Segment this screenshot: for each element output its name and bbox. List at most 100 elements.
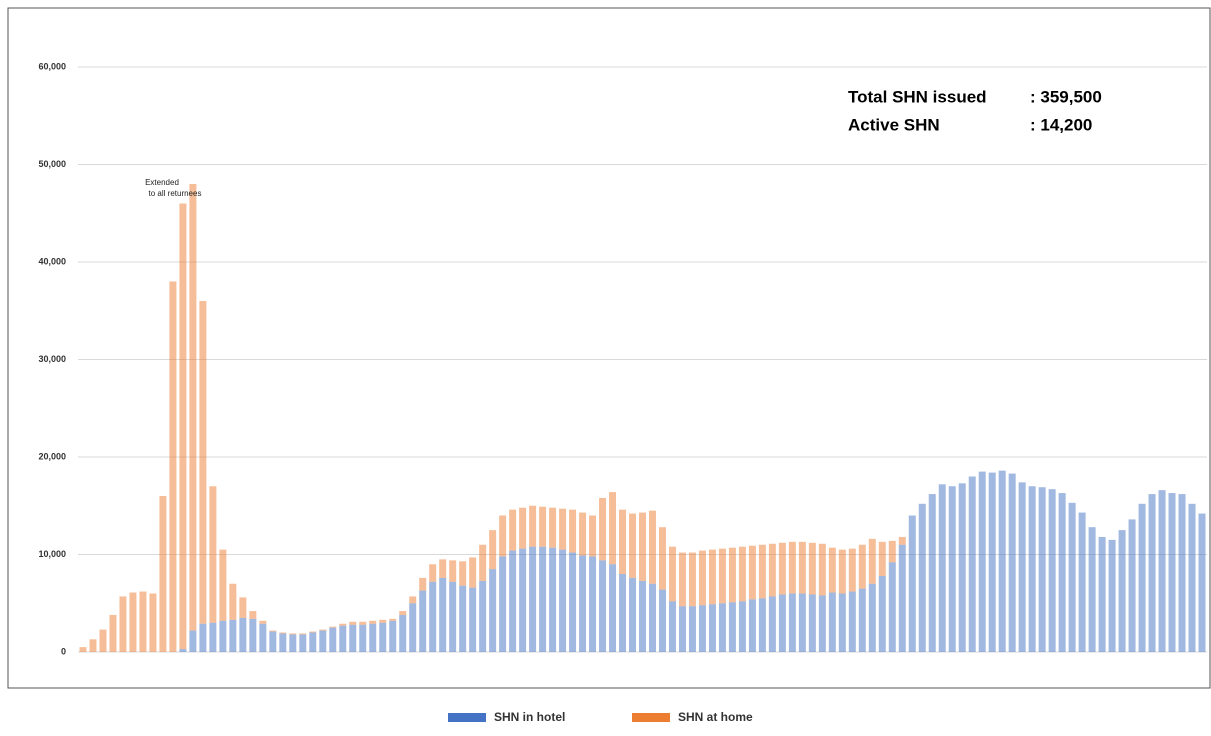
bar [609,492,617,565]
bar [549,507,557,548]
bar [559,508,567,550]
bar [289,633,297,635]
bar [249,618,257,652]
bar [658,527,666,590]
y-tick-label: 30,000 [38,354,66,364]
bar [718,603,726,652]
legend-swatch [632,713,670,722]
bar [469,587,477,652]
bar [369,620,377,624]
bar [1028,486,1036,652]
bar [299,633,307,635]
bar [529,546,537,652]
bar [479,544,487,581]
bar [648,510,656,584]
bar [99,629,107,652]
bar [349,621,357,625]
bar [1128,519,1136,652]
bar [1038,487,1046,652]
bar [139,591,147,652]
bar [629,513,637,578]
bar [808,594,816,652]
bar [678,606,686,652]
bar [1118,530,1126,652]
bar [199,623,207,652]
bar [908,515,916,652]
bar [988,472,996,652]
bar [798,593,806,652]
bar [1188,503,1196,652]
bar [199,301,207,624]
bar [389,620,397,652]
bar [818,595,826,652]
bar [828,547,836,593]
bar [499,556,507,652]
bar [1168,493,1176,652]
bar [509,550,517,652]
bar [609,564,617,652]
bar [249,611,257,619]
bar [129,592,137,652]
bar [439,577,447,652]
bar [748,545,756,600]
bar [239,617,247,652]
bar [758,598,766,652]
bar [838,593,846,652]
legend-label: SHN at home [678,710,753,724]
bar [479,580,487,652]
bar [878,575,886,652]
bar [928,494,936,652]
bar [639,580,646,652]
y-tick-label: 20,000 [38,451,66,461]
bar [868,583,876,652]
bar [459,585,467,652]
bar [269,630,277,632]
annotation: Extended [145,178,179,187]
bar [159,496,167,652]
y-tick-label: 50,000 [38,159,66,169]
bar [89,639,97,652]
chart-frame [7,7,1211,689]
bar [299,634,307,652]
bar [229,583,237,620]
bar [449,560,457,582]
bar [668,601,676,652]
bar [449,581,457,652]
y-tick-label: 40,000 [38,256,66,266]
bar [409,603,417,652]
bar [868,538,876,584]
bar [1158,490,1166,652]
bar [1138,503,1146,652]
bar [748,599,756,652]
bar [788,593,796,652]
bar [858,588,866,652]
bar [519,507,527,549]
bar [579,512,587,556]
bar [569,509,577,553]
bar [379,622,387,652]
bar [329,627,337,652]
bar [619,574,627,652]
bar [878,541,886,576]
bar [349,624,357,652]
bar [589,556,597,652]
bar [219,620,227,652]
bar [509,509,517,551]
bar [319,629,327,631]
bar [559,549,567,652]
bar [459,561,467,586]
bar [688,552,696,607]
bar [419,577,427,591]
bar [189,184,197,631]
stat-label: Active SHN [848,115,940,134]
bar [818,543,826,596]
stat-value: : 359,500 [1030,87,1102,106]
bar [708,604,716,652]
bar [1048,489,1056,652]
bar [938,484,946,652]
bar [1058,493,1066,652]
bar [978,471,986,652]
bar [279,633,287,652]
bar [848,548,856,592]
